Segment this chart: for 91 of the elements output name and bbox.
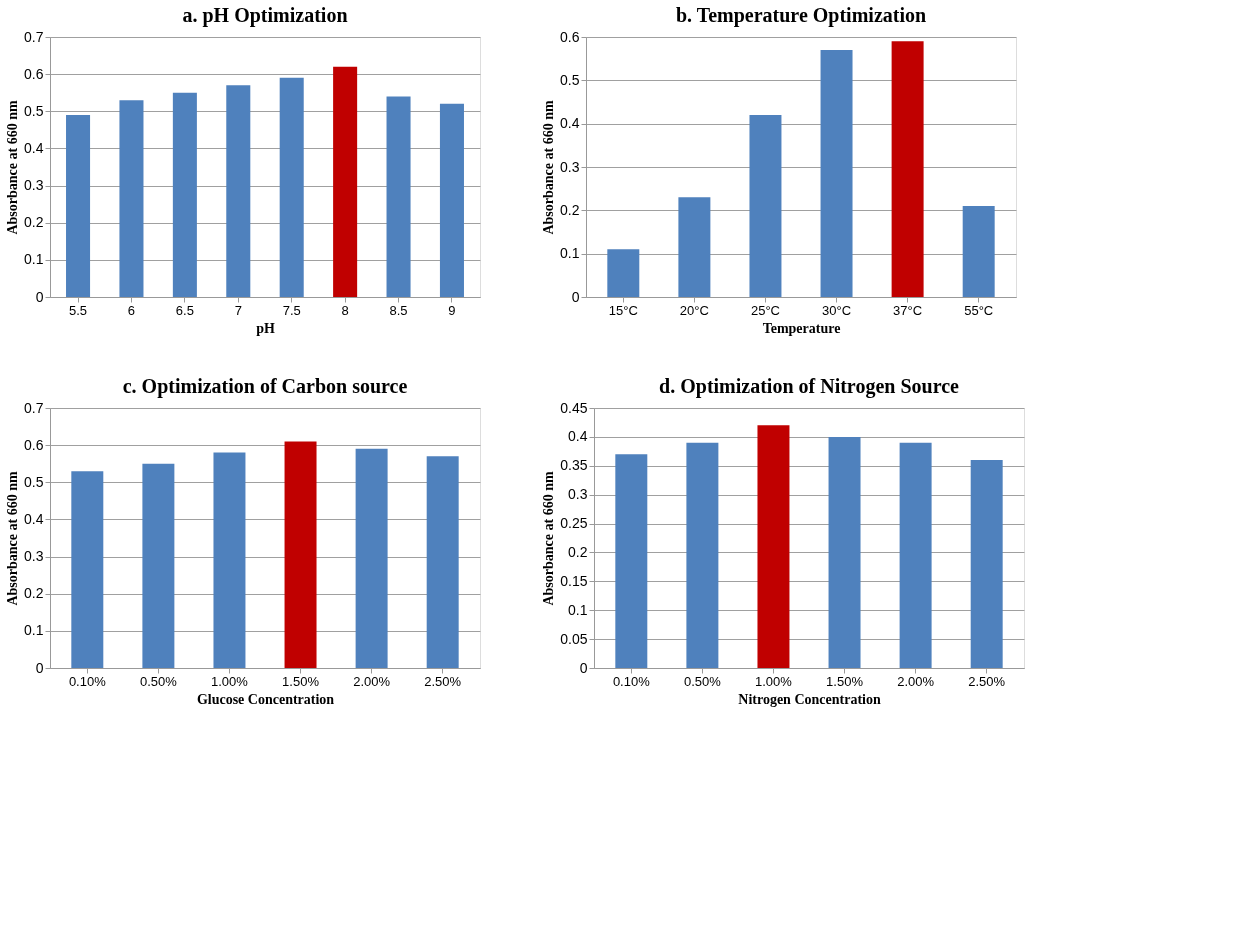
bar — [426, 456, 459, 668]
y-tick-label: 0.6 — [24, 65, 44, 82]
bar — [820, 50, 853, 297]
bar — [439, 103, 464, 297]
bar — [749, 115, 782, 297]
y-tick-label: 0.3 — [24, 177, 44, 194]
x-tick-label: 2.50% — [968, 673, 1006, 689]
bar — [386, 96, 411, 297]
x-tick-label: 2.00% — [897, 673, 935, 689]
y-tick-label: 0 — [35, 288, 44, 305]
x-tick-label: 7 — [234, 302, 242, 318]
y-tick-label: 0.1 — [24, 251, 44, 268]
y-axis-title: Absorbance at 660 nm — [541, 100, 557, 235]
y-tick-label: 0.1 — [568, 601, 588, 618]
x-tick-label: 20°C — [679, 302, 709, 318]
chart-title: a. pH Optimization — [182, 4, 348, 27]
chart-title: d. Optimization of Nitrogen Source — [659, 375, 960, 398]
x-tick-label: 5.5 — [69, 302, 88, 318]
x-tick-label: 8 — [341, 302, 349, 318]
x-axis-title: Glucose Concentration — [196, 691, 335, 707]
chart-title: b. Temperature Optimization — [675, 4, 927, 27]
y-tick-label: 0.3 — [568, 486, 588, 503]
y-tick-label: 0.2 — [560, 201, 580, 218]
y-tick-label: 0.5 — [560, 71, 580, 88]
x-tick-label: 1.00% — [755, 673, 793, 689]
bar — [213, 452, 246, 668]
y-tick-label: 0 — [579, 659, 588, 676]
bar — [142, 463, 175, 668]
bar — [119, 100, 144, 297]
bar — [355, 448, 388, 668]
y-tick-label: 0.4 — [24, 139, 44, 156]
y-axis-title: Absorbance at 660 nm — [5, 471, 21, 606]
bar — [962, 206, 995, 297]
y-axis-title: Absorbance at 660 nm — [541, 471, 557, 606]
y-tick-label: 0 — [35, 659, 44, 676]
x-tick-label: 25°C — [750, 302, 780, 318]
x-tick-label: 2.50% — [424, 673, 462, 689]
x-tick-label: 8.5 — [389, 302, 408, 318]
x-tick-label: 6.5 — [175, 302, 194, 318]
bar — [607, 249, 640, 297]
x-tick-label: 6 — [127, 302, 136, 318]
x-tick-label: 7.5 — [282, 302, 301, 318]
bar — [284, 441, 317, 668]
x-axis-title: Nitrogen Concentration — [738, 691, 881, 707]
bar — [279, 77, 304, 297]
y-tick-label: 0.6 — [560, 28, 580, 45]
y-tick-label: 0.2 — [24, 214, 44, 231]
y-axis-title: Absorbance at 660 nm — [5, 100, 21, 235]
x-axis-title: pH — [256, 320, 275, 336]
x-tick-label: 0.50% — [139, 673, 178, 689]
y-tick-label: 0.25 — [560, 515, 588, 532]
y-tick-label: 0.7 — [24, 28, 44, 45]
bar — [333, 66, 358, 297]
x-tick-label: 2.00% — [353, 673, 391, 689]
y-tick-label: 0.1 — [24, 622, 44, 639]
y-tick-label: 0.4 — [568, 428, 588, 445]
bar — [66, 115, 91, 297]
x-tick-label: 1.00% — [211, 673, 249, 689]
x-tick-label: 30°C — [822, 302, 852, 318]
y-tick-label: 0.3 — [560, 158, 580, 175]
x-tick-label: 37°C — [893, 302, 923, 318]
y-tick-label: 0.15 — [560, 572, 588, 589]
y-tick-label: 0.35 — [560, 457, 588, 474]
x-axis-title: Temperature — [762, 320, 841, 336]
y-tick-label: 0.4 — [24, 510, 44, 527]
bar — [226, 85, 251, 297]
bar — [71, 471, 104, 668]
y-tick-label: 0.5 — [24, 102, 44, 119]
x-tick-label: 1.50% — [826, 673, 864, 689]
chart-title: c. Optimization of Carbon source — [122, 375, 408, 398]
y-tick-label: 0.05 — [560, 630, 588, 647]
x-tick-label: 0.50% — [683, 673, 722, 689]
x-tick-label: 1.50% — [282, 673, 320, 689]
x-tick-label: 0.10% — [68, 673, 107, 689]
x-tick-label: 15°C — [608, 302, 638, 318]
y-tick-label: 0 — [571, 288, 580, 305]
y-tick-label: 0.2 — [24, 585, 44, 602]
y-tick-label: 0.7 — [24, 399, 44, 416]
y-tick-label: 0.45 — [560, 399, 588, 416]
x-tick-label: 0.10% — [612, 673, 651, 689]
x-tick-label: 9 — [448, 302, 456, 318]
bar — [172, 92, 197, 297]
bar — [891, 41, 924, 297]
bar — [678, 197, 711, 297]
y-tick-label: 0.4 — [560, 115, 580, 132]
y-tick-label: 0.1 — [560, 245, 580, 262]
y-tick-label: 0.2 — [568, 543, 588, 560]
x-tick-label: 55°C — [964, 302, 994, 318]
y-tick-label: 0.6 — [24, 436, 44, 453]
y-tick-label: 0.5 — [24, 473, 44, 490]
y-tick-label: 0.3 — [24, 548, 44, 565]
